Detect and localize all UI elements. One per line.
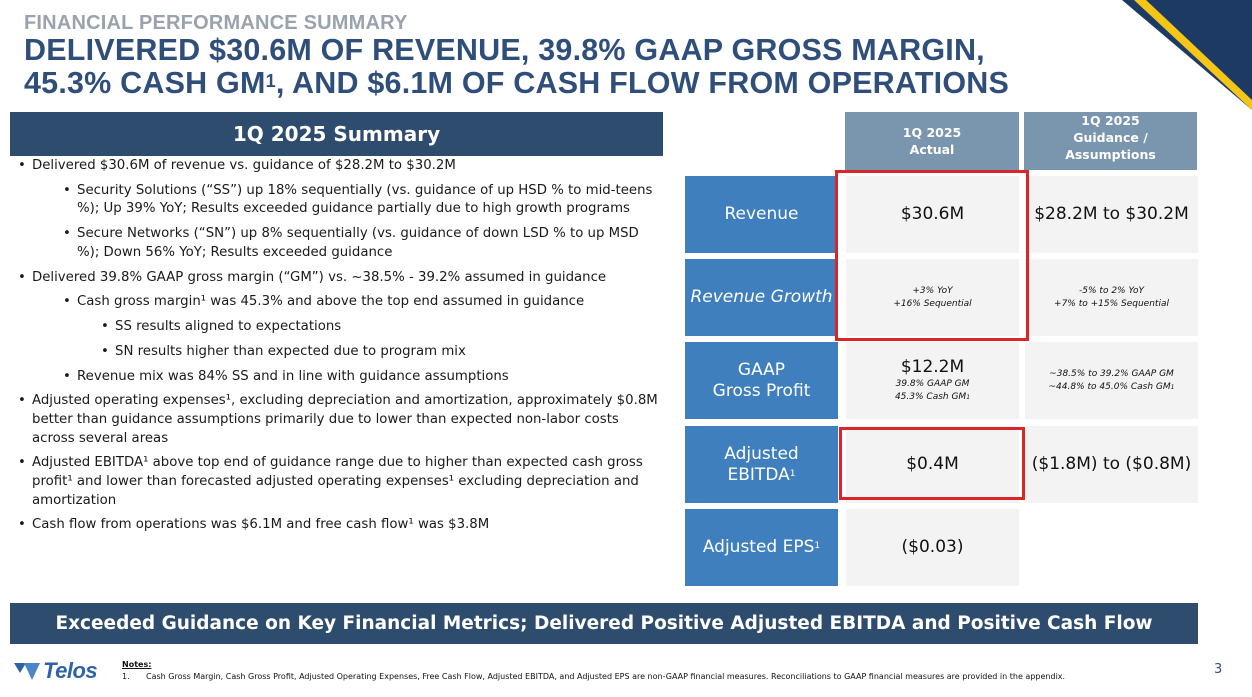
summary-bullet-list: Delivered $30.6M of revenue vs. guidance… [18,157,663,541]
title-line-1: DELIVERED $30.6M OF REVENUE, 39.8% GAAP … [24,33,985,67]
cell-eps-actual: ($0.03) [846,509,1019,586]
bullet-item: Security Solutions (“SS”) up 18% sequent… [18,182,663,219]
cell-growth-actual: +3% YoY +16% Sequential [846,259,1019,336]
row-label-adjusted-eps: Adjusted EPS1 [685,509,838,586]
title-line-2: 45.3% CASH GM1, AND $6.1M OF CASH FLOW F… [24,66,1010,100]
cell-revenue-actual: $30.6M [846,176,1019,253]
highlight-box-ebitda [839,427,1025,500]
key-takeaway-banner: Exceeded Guidance on Key Financial Metri… [10,603,1198,644]
corner-decoration [1122,0,1252,110]
bullet-item: Delivered $30.6M of revenue vs. guidance… [18,157,663,176]
telos-logo: Telos [14,658,98,684]
bullet-item: Secure Networks (“SN”) up 8% sequentiall… [18,225,663,262]
telos-logo-icon [14,663,40,680]
page-number: 3 [1214,662,1223,677]
column-header-actual: 1Q 2025 Actual [845,112,1019,170]
cell-growth-guidance: -5% to 2% YoY +7% to +15% Sequential [1025,259,1198,336]
row-label-adjusted-ebitda: Adjusted EBITDA1 [685,426,838,503]
bullet-item: SN results higher than expected due to p… [18,343,663,362]
column-header-guidance: 1Q 2025 Guidance / Assumptions [1024,112,1197,170]
bullet-item: Adjusted operating expenses¹, excluding … [18,392,663,448]
summary-header: 1Q 2025 Summary [10,112,663,156]
cell-ebitda-actual: $0.4M [846,426,1019,503]
cell-gross-profit-guidance: ~38.5% to 39.2% GAAP GM ~44.8% to 45.0% … [1025,342,1198,419]
bullet-item: Cash flow from operations was $6.1M and … [18,516,663,535]
bullet-item: Revenue mix was 84% SS and in line with … [18,368,663,387]
cell-gross-profit-actual: $12.2M 39.8% GAAP GM 45.3% Cash GM1 [846,342,1019,419]
cell-ebitda-guidance: ($1.8M) to ($0.8M) [1025,426,1198,503]
row-label-revenue: Revenue [685,176,838,253]
page-title: DELIVERED $30.6M OF REVENUE, 39.8% GAAP … [24,34,1124,100]
footnotes: Notes: 1. Cash Gross Margin, Cash Gross P… [122,660,1066,681]
bullet-item: Delivered 39.8% GAAP gross margin (“GM”)… [18,269,663,288]
cell-revenue-guidance: $28.2M to $30.2M [1025,176,1198,253]
bullet-item: Adjusted EBITDA¹ above top end of guidan… [18,454,663,510]
highlight-box-revenue [835,170,1029,341]
row-label-revenue-growth: Revenue Growth [685,259,838,336]
section-eyebrow: FINANCIAL PERFORMANCE SUMMARY [24,12,408,34]
row-label-gross-profit: GAAP Gross Profit [685,342,838,419]
bullet-item: SS results aligned to expectations [18,318,663,337]
bullet-item: Cash gross margin¹ was 45.3% and above t… [18,293,663,312]
